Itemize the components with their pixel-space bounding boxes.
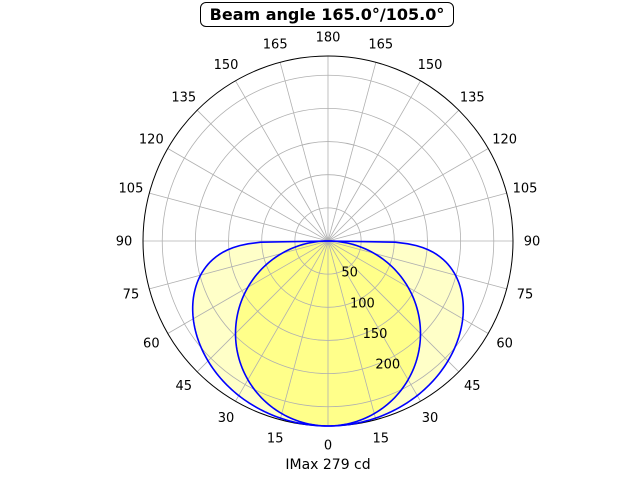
angle-tick-label: 45 bbox=[464, 379, 481, 394]
x-axis-label: IMax 279 cd bbox=[285, 457, 371, 473]
angle-tick-label: 105 bbox=[513, 182, 538, 197]
angular-gridline bbox=[327, 240, 460, 373]
angular-gridline bbox=[279, 62, 329, 242]
angular-gridline bbox=[235, 240, 329, 402]
angle-tick-label: 90 bbox=[116, 235, 133, 250]
angular-gridline bbox=[327, 240, 377, 420]
angular-gridline bbox=[167, 148, 329, 242]
angle-tick-label: 45 bbox=[175, 379, 192, 394]
angle-tick-label: 105 bbox=[119, 182, 144, 197]
radial-tick-label: 150 bbox=[363, 327, 388, 342]
angular-gridline bbox=[327, 148, 489, 242]
angle-tick-label: 165 bbox=[368, 37, 393, 52]
angle-tick-label: 180 bbox=[316, 31, 341, 46]
radial-tick-label: 50 bbox=[341, 266, 358, 281]
angular-gridline bbox=[327, 240, 507, 290]
angle-tick-label: 120 bbox=[492, 133, 517, 148]
angle-tick-label: 150 bbox=[214, 58, 239, 73]
angular-gridline bbox=[149, 192, 329, 242]
angle-tick-label: 15 bbox=[267, 432, 284, 447]
angular-gridline bbox=[196, 240, 329, 373]
angle-tick-label: 60 bbox=[143, 337, 160, 352]
angle-tick-label: 60 bbox=[496, 337, 513, 352]
angle-tick-label: 15 bbox=[373, 432, 390, 447]
angle-tick-label: 0 bbox=[324, 439, 332, 454]
angular-gridline bbox=[149, 240, 329, 290]
angle-tick-label: 90 bbox=[524, 235, 541, 250]
radial-tick-label: 200 bbox=[375, 358, 400, 373]
angular-gridline bbox=[196, 109, 329, 242]
radial-tick-label: 100 bbox=[350, 296, 375, 311]
angle-tick-label: 30 bbox=[422, 411, 439, 426]
angular-gridline bbox=[235, 80, 329, 242]
angle-tick-label: 75 bbox=[517, 287, 534, 302]
series-line-c90 bbox=[234, 240, 422, 427]
angular-gridline bbox=[279, 240, 329, 420]
angle-tick-label: 165 bbox=[263, 37, 288, 52]
chart-title: Beam angle 165.0°/105.0° bbox=[200, 2, 454, 27]
angular-gridline bbox=[327, 80, 421, 242]
angular-gridline bbox=[327, 192, 507, 242]
angle-tick-label: 150 bbox=[418, 58, 443, 73]
angle-tick-label: 75 bbox=[123, 287, 140, 302]
angle-tick-label: 135 bbox=[460, 90, 485, 105]
angle-tick-label: 135 bbox=[171, 90, 196, 105]
angle-tick-label: 30 bbox=[218, 411, 235, 426]
angle-tick-label: 120 bbox=[139, 133, 164, 148]
angular-gridline bbox=[327, 109, 460, 242]
angular-gridline bbox=[327, 62, 377, 242]
angular-gridline bbox=[327, 240, 421, 402]
